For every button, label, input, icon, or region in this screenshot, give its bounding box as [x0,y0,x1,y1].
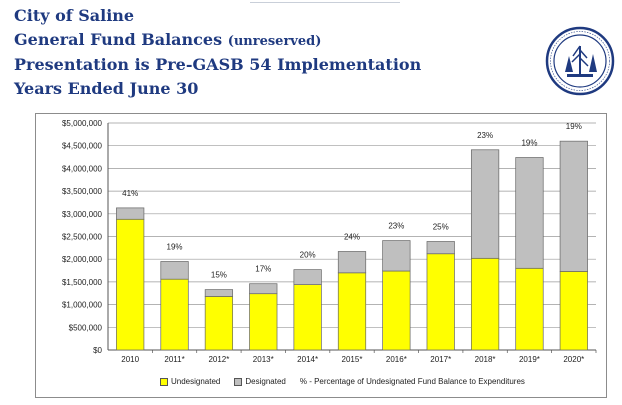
bar-designated [470,149,500,259]
bar-designated [337,251,367,274]
y-tick-label: $3,000,000 [62,210,103,219]
title-fund: General Fund Balances (unreserved) [14,28,421,54]
bar-designated [160,261,189,280]
bar-designated [249,283,278,295]
legend-designated-swatch [234,377,243,386]
y-tick-label: $500,000 [69,323,103,332]
x-tick-label: 2020* [563,355,584,364]
x-tick-label: 2013* [253,355,274,364]
bar-designated [116,207,145,220]
y-tick-label: $4,500,000 [62,142,103,151]
legend-designated: Designated [234,377,286,386]
x-tick-label: 2011* [164,355,184,364]
bar-undesignated [559,271,588,351]
legend-undesignated-label: Undesignated [171,377,221,386]
y-tick-label: $1,000,000 [62,301,103,310]
x-tick-label: 2014* [297,355,318,364]
y-tick-label: $4,000,000 [62,164,103,173]
x-tick-label: 2010 [121,355,139,364]
title-block: City of Saline General Fund Balances (un… [14,4,421,100]
city-seal-icon [545,26,615,96]
bar-undesignated [204,296,234,351]
x-tick-label: 2015* [342,355,363,364]
x-tick-label: 2018* [475,355,496,364]
legend-undesignated-swatch [160,377,168,386]
legend-designated-label: Designated [245,377,286,386]
data-label: 41% [122,189,138,198]
data-label: 15% [211,271,227,280]
data-label: 23% [388,222,404,231]
bar-undesignated [515,267,544,351]
legend: Undesignated Designated % - Percentage o… [160,377,535,386]
data-label: 24% [344,232,360,241]
data-label: 20% [300,251,316,260]
stacked-bar-chart: $0 $500,000 $1,000,000 $1,500,000 $2,000,000… [62,119,597,364]
data-label: 17% [255,265,271,274]
legend-undesignated: Undesignated [160,377,220,386]
data-label: 23% [477,131,493,140]
title-fund-sub: (unreserved) [227,33,322,49]
title-years: Years Ended June 30 [14,78,199,98]
bar-undesignated [337,272,367,351]
data-label: 25% [433,222,449,231]
bar-undesignated [470,257,500,351]
data-label: 19% [566,122,582,131]
bar-designated [204,289,234,297]
data-label: 19% [167,242,183,251]
x-tick-label: 2012* [208,355,229,364]
bar-designated [382,240,411,272]
y-tick-label: $1,500,000 [62,278,103,287]
bar-undesignated [426,253,455,351]
bar-undesignated [382,270,411,351]
y-tick-label: $2,000,000 [62,255,103,264]
chart-frame: $0 $500,000 $1,000,000 $1,500,000 $2,000,000… [35,113,607,398]
title-fund-main: General Fund Balances [14,29,223,49]
bar-undesignated [116,218,145,351]
x-tick-label: 2016* [386,355,407,364]
bar-undesignated [293,284,322,351]
title-presentation: Presentation is Pre-GASB 54 Implementati… [14,55,422,74]
legend-percent-label: % - Percentage of Undesignated Fund Bala… [299,377,525,386]
bar-designated [515,157,544,269]
y-tick-label: $2,500,000 [62,233,103,242]
bar-undesignated [160,278,189,351]
bar-designated [293,269,322,285]
y-tick-label: $0 [93,346,102,355]
bar-undesignated [249,293,278,351]
bar-designated [559,140,588,272]
title-city: City of Saline [14,6,135,25]
bar-designated [426,241,455,255]
x-tick-label: 2019* [519,355,540,364]
legend-percent: % - Percentage of Undesignated Fund Bala… [300,377,525,386]
x-tick-label: 2017* [430,355,451,364]
data-label: 19% [521,139,537,148]
y-tick-label: $3,500,000 [62,187,103,196]
top-divider [250,2,400,3]
y-tick-label: $5,000,000 [62,119,103,128]
